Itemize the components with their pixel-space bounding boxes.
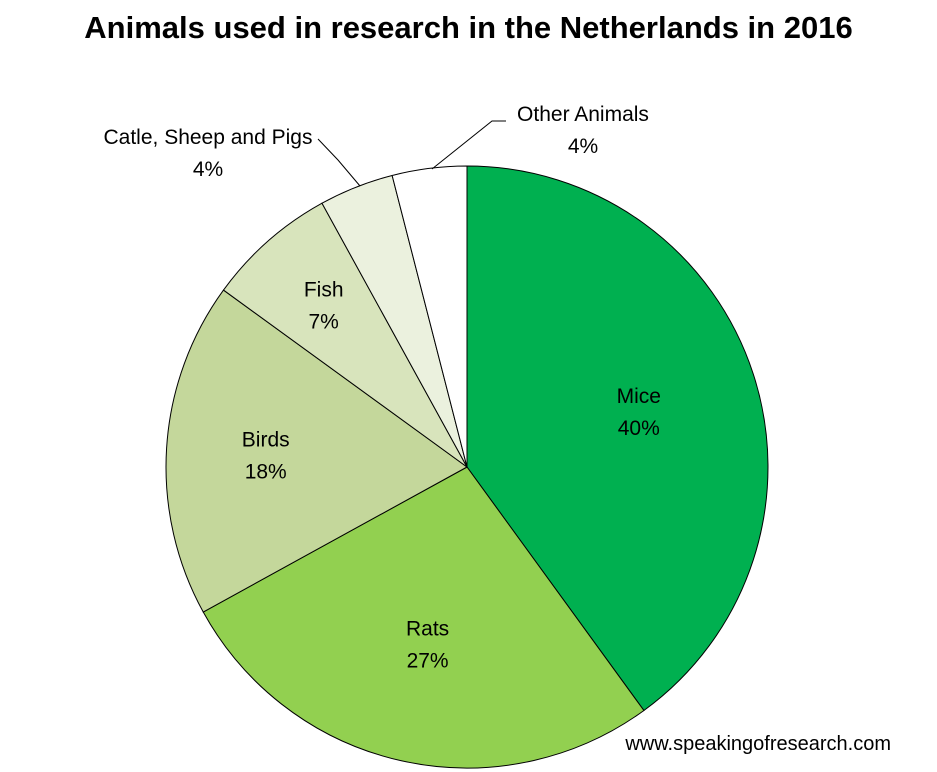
slice-label-mice: Mice [617,385,661,408]
slice-label-rats: Rats [406,617,449,640]
slice-fish [222,202,468,468]
slice-label-catle-sheep-and-pigs: Catle, Sheep and Pigs [104,126,313,149]
leader-line-catle-sheep-and-pigs [317,138,361,187]
slice-label-other-animals: Other Animals [517,103,649,126]
slice-birds [165,289,468,613]
pie-slices [165,165,769,769]
slice-rats [202,466,645,769]
slice-other-animals [391,165,468,468]
leader-lines [317,120,506,187]
slice-value-birds: 18% [245,460,287,483]
slice-mice [466,165,769,712]
chart-title: Animals used in research in the Netherla… [84,10,853,45]
slice-labels: Mice 40% Rats 27% Birds 18% Fish 7% Catle, Sheep… [104,103,661,672]
slice-value-other-animals: 4% [568,135,598,158]
slice-value-fish: 7% [309,310,339,333]
slice-value-rats: 27% [407,649,449,672]
slice-value-catle-sheep-and-pigs: 4% [193,158,223,181]
slice-label-birds: Birds [242,428,290,451]
source-credit: www.speakingofresearch.com [625,733,891,755]
slice-label-fish: Fish [304,278,344,301]
slice-value-mice: 40% [618,417,660,440]
leader-line-other-animals [431,120,506,170]
